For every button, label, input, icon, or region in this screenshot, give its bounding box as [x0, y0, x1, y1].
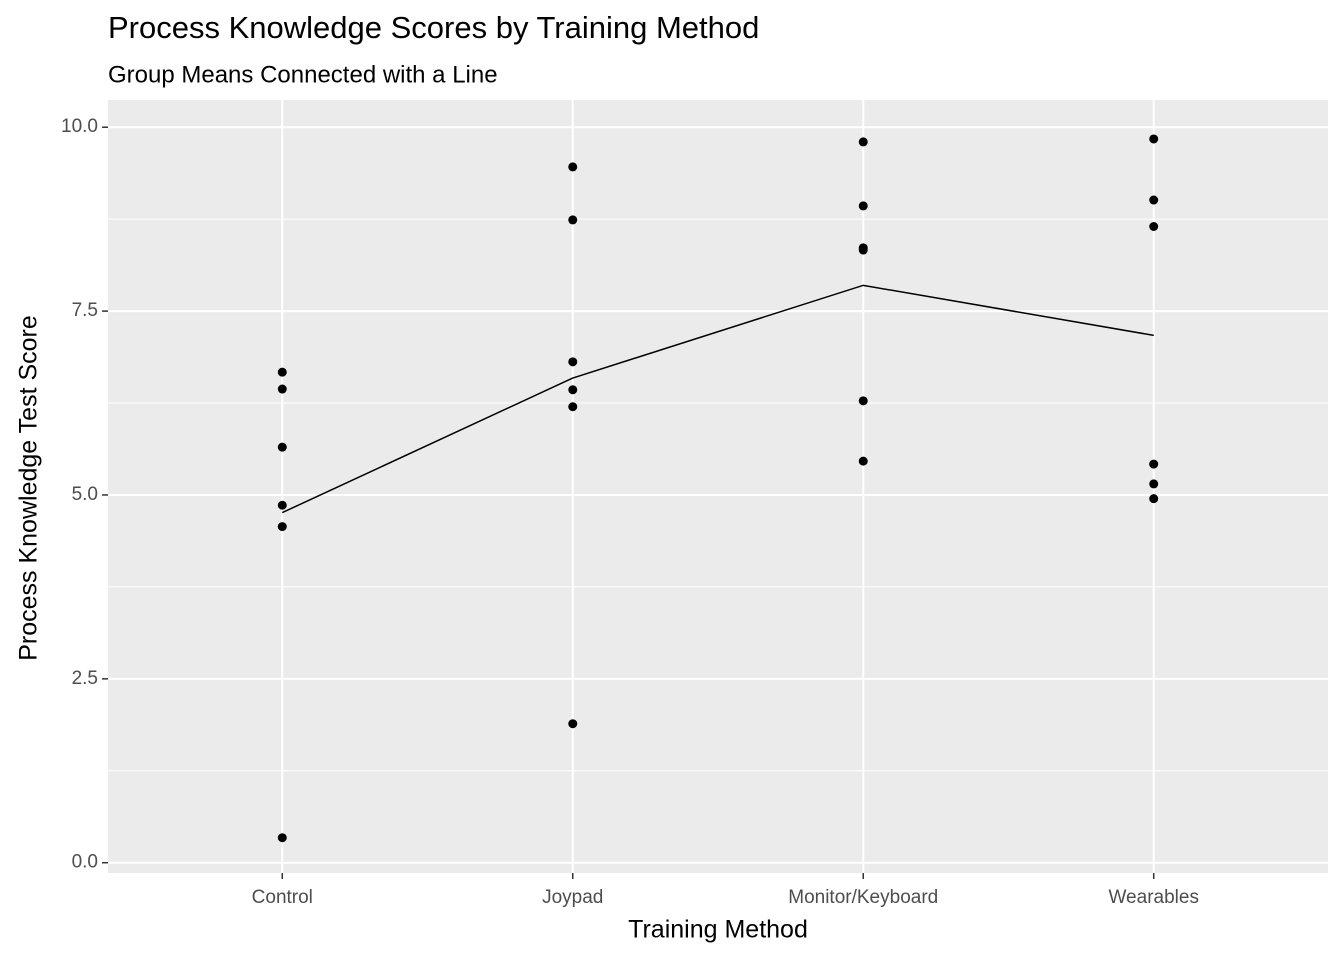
data-point: [277, 384, 287, 394]
x-axis-title: Training Method: [628, 916, 808, 944]
data-point: [277, 522, 287, 532]
x-tick-label: Control: [252, 887, 313, 908]
plot-panel: [108, 100, 1328, 873]
y-tick-label: 10.0: [61, 116, 98, 137]
data-point: [277, 367, 287, 377]
y-axis-title: Process Knowledge Test Score: [15, 315, 43, 661]
data-point: [1149, 494, 1159, 504]
data-point: [277, 500, 287, 510]
data-point: [277, 442, 287, 452]
mean-line: [281, 284, 1154, 514]
data-point: [568, 402, 578, 412]
chart-title: Process Knowledge Scores by Training Met…: [108, 10, 759, 45]
x-tick-label: Joypad: [542, 887, 603, 908]
data-point: [568, 719, 578, 729]
x-tick-label: Monitor/Keyboard: [788, 887, 938, 908]
data-point: [1149, 195, 1159, 205]
data-point: [568, 162, 578, 172]
data-point: [277, 833, 287, 843]
data-point: [858, 201, 868, 211]
data-point: [568, 215, 578, 225]
data-point: [1149, 134, 1159, 144]
x-tick-label: Wearables: [1108, 887, 1198, 908]
data-point: [858, 245, 868, 255]
data-point: [568, 357, 578, 367]
y-tick-label: 0.0: [72, 852, 98, 873]
data-point: [858, 396, 868, 406]
data-point: [1149, 459, 1159, 469]
chart-subtitle: Group Means Connected with a Line: [108, 61, 498, 88]
data-point: [1149, 479, 1159, 489]
y-tick-label: 7.5: [72, 300, 98, 321]
y-tick-label: 5.0: [72, 484, 98, 505]
data-point: [568, 385, 578, 395]
data-point: [858, 456, 868, 466]
data-point: [1149, 222, 1159, 232]
y-tick-label: 2.5: [72, 668, 98, 689]
data-point: [858, 137, 868, 147]
